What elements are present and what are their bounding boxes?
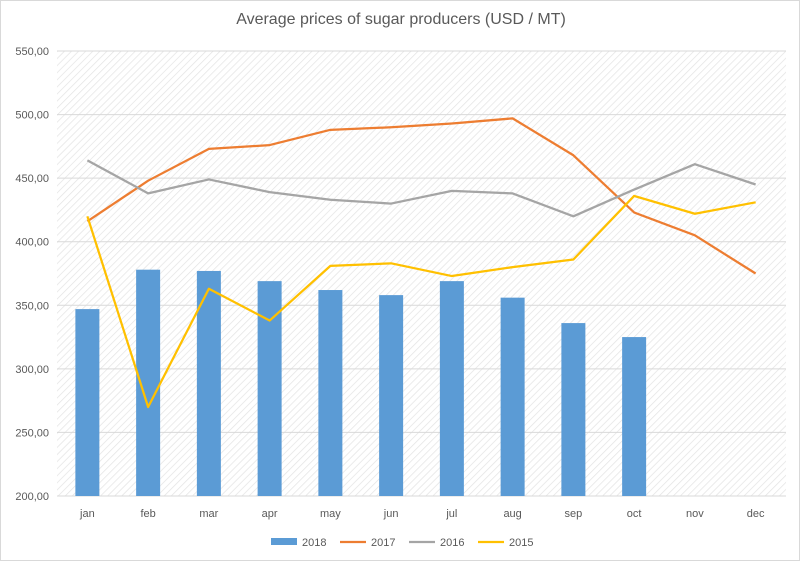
y-tick-label: 200,00: [15, 491, 49, 503]
line-2015: [86, 194, 756, 409]
chart-title: Average prices of sugar producers (USD /…: [236, 11, 566, 28]
legend-label-2016: 2016: [440, 537, 464, 549]
bar-2018: [561, 323, 586, 496]
x-tick-label: dec: [747, 508, 765, 520]
y-tick-label: 300,00: [15, 364, 49, 376]
legend-label-2015: 2015: [509, 537, 533, 549]
x-tick-label: feb: [140, 508, 155, 520]
x-tick-label: jun: [383, 508, 399, 520]
y-tick-label: 400,00: [15, 237, 49, 249]
bar-2018: [439, 281, 464, 496]
legend-swatch-2018: [271, 538, 297, 545]
plot-area: [57, 51, 786, 496]
x-tick-label: mar: [199, 508, 218, 520]
bar-2018: [196, 270, 221, 496]
line-2017: [86, 117, 757, 275]
y-tick-label: 350,00: [15, 300, 49, 312]
y-tick-label: 550,00: [15, 46, 49, 58]
y-tick-label: 500,00: [15, 110, 49, 122]
x-tick-label: jan: [79, 508, 95, 520]
legend-label-2018: 2018: [302, 537, 326, 549]
x-tick-label: aug: [503, 508, 521, 520]
bar-2018: [622, 337, 647, 496]
x-tick-label: sep: [565, 508, 583, 520]
x-tick-label: oct: [627, 508, 642, 520]
bar-2018: [500, 297, 525, 496]
x-tick-label: nov: [686, 508, 704, 520]
x-tick-label: may: [320, 508, 341, 520]
line-2016: [86, 159, 756, 218]
bar-2018: [75, 309, 100, 496]
bar-2018: [318, 290, 343, 496]
legend-label-2017: 2017: [371, 537, 395, 549]
x-tick-label: jul: [445, 508, 457, 520]
bar-2018: [379, 295, 404, 496]
x-tick-label: apr: [262, 508, 278, 520]
y-tick-label: 250,00: [15, 427, 49, 439]
y-tick-label: 450,00: [15, 173, 49, 185]
